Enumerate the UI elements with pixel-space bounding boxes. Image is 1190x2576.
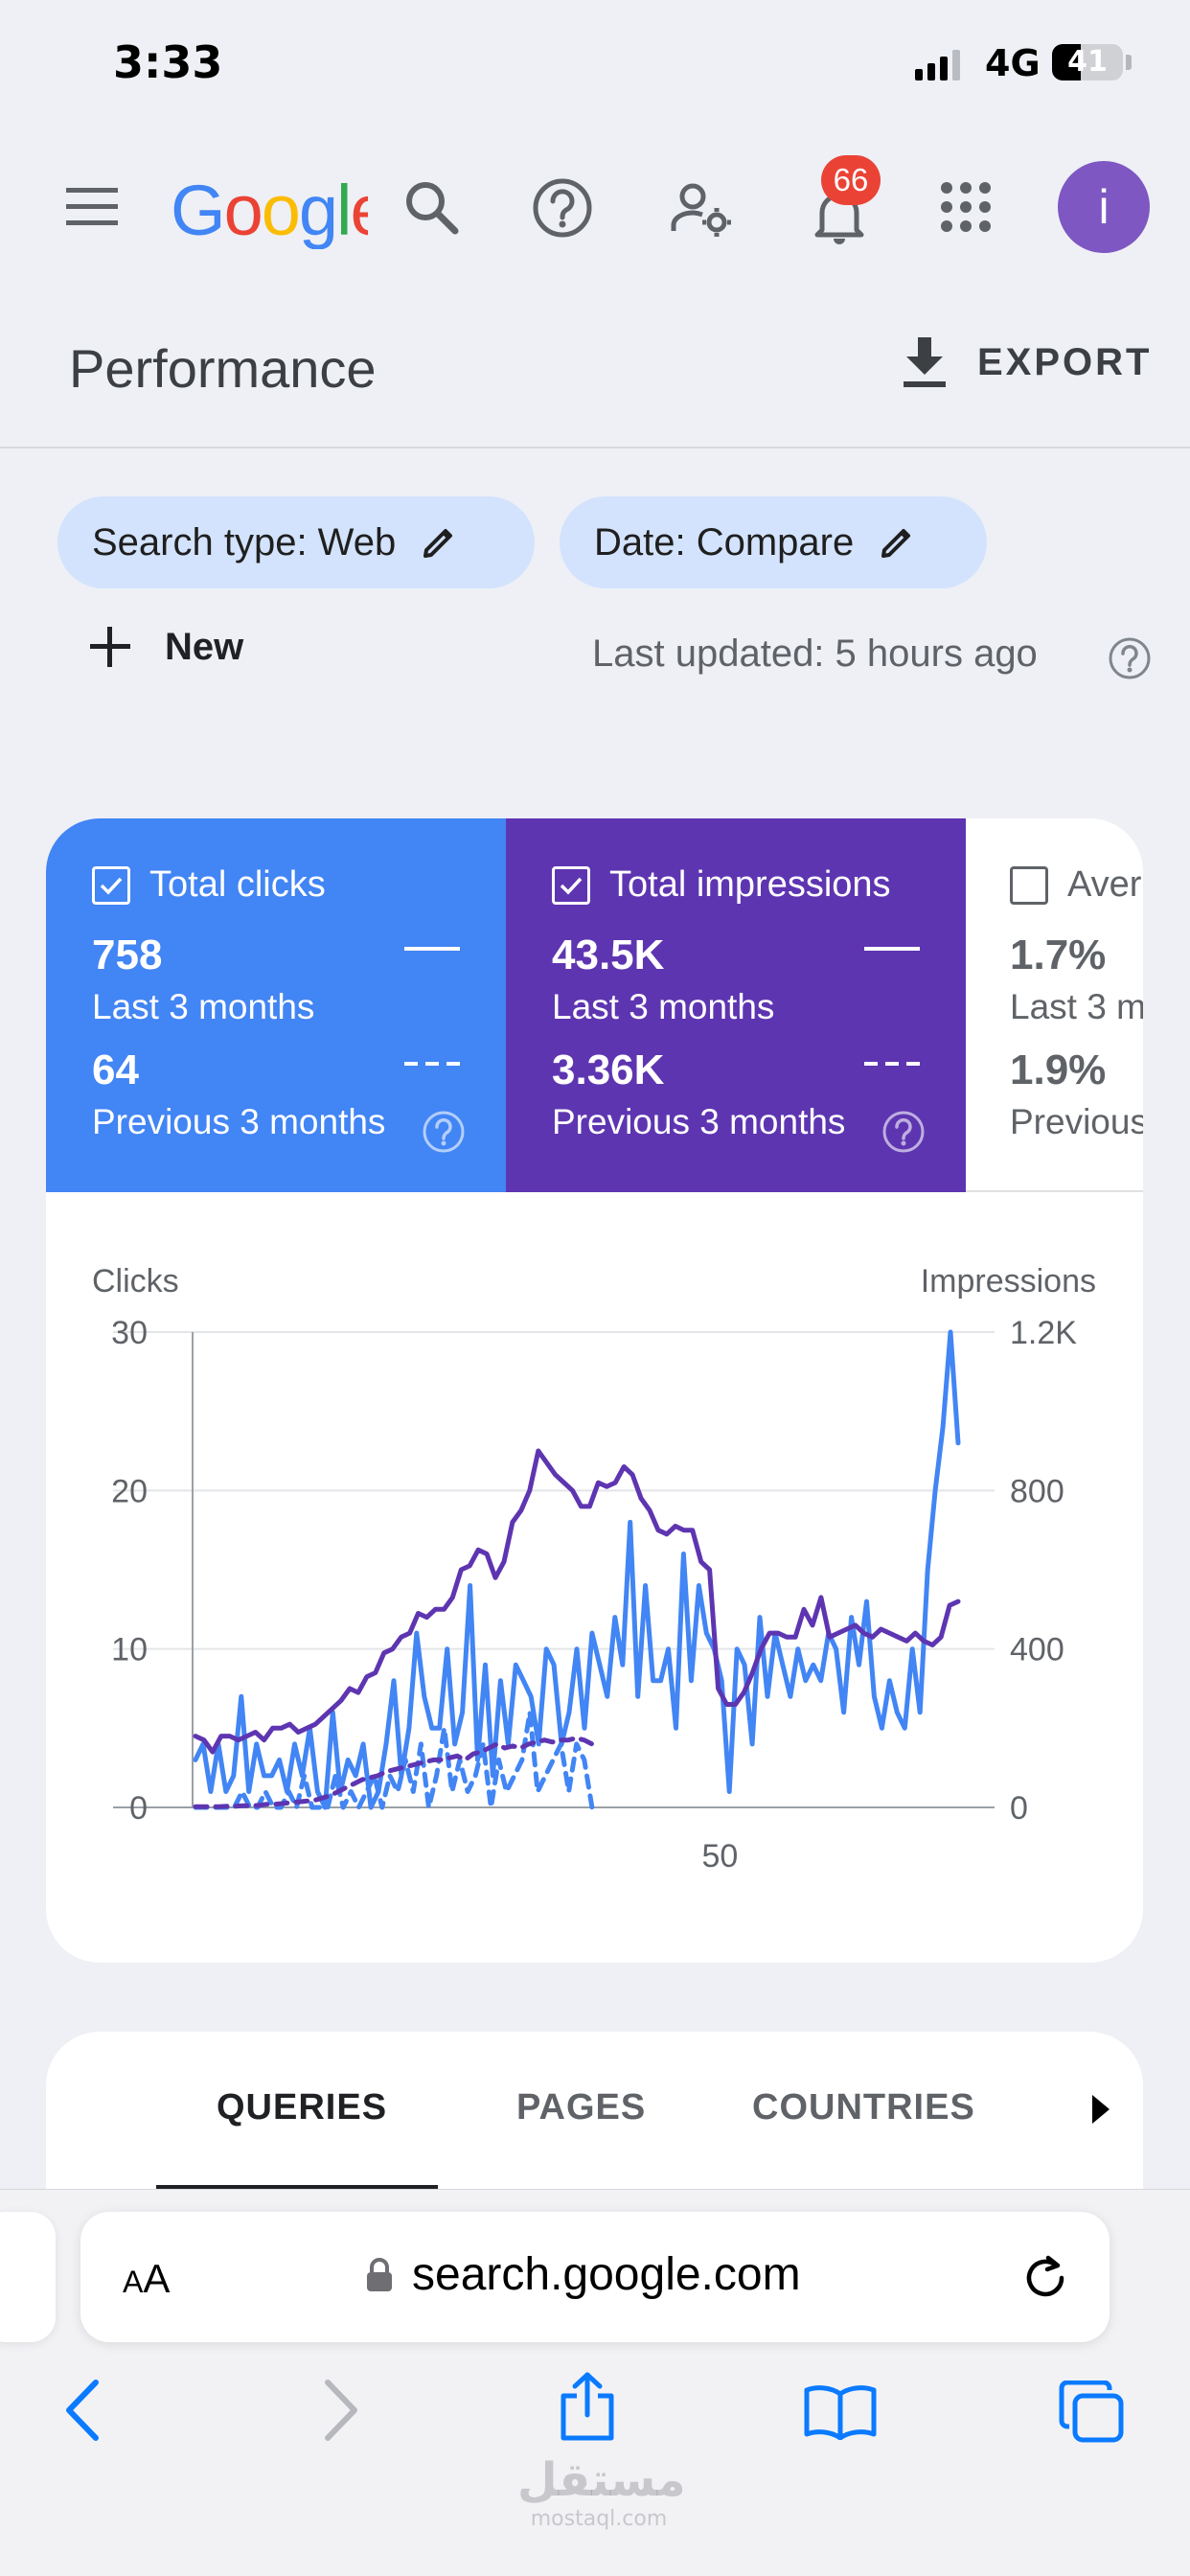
apps-icon[interactable] xyxy=(939,180,993,234)
aa-big: A xyxy=(143,2256,171,2301)
metric-help-icon[interactable] xyxy=(881,1110,926,1159)
back-icon[interactable] xyxy=(63,2379,102,2447)
battery-fill xyxy=(1052,44,1082,80)
battery-icon: 41 xyxy=(1052,44,1123,80)
battery-level: 41 xyxy=(1067,45,1108,79)
metric-tile-average-ctr[interactable]: Aver 1.7% Last 3 m 1.9% Previous xyxy=(966,818,1143,1192)
edit-pencil-icon xyxy=(881,529,911,558)
tabs-icon[interactable] xyxy=(1058,2380,1125,2449)
y-right-tick-label: 0 xyxy=(1010,1790,1028,1827)
tab-queries[interactable]: QUERIES xyxy=(217,2087,388,2128)
metric-previous-period: Previous 3 months xyxy=(92,1102,386,1141)
metric-previous-value: 3.36K xyxy=(552,1046,665,1093)
x-tick-label: 50 xyxy=(701,1838,738,1874)
reader-settings-button[interactable]: AA xyxy=(123,2256,170,2302)
share-icon[interactable] xyxy=(558,2371,617,2447)
search-type-filter-chip[interactable]: Search type: Web xyxy=(57,496,535,588)
previous-tab-preview[interactable] xyxy=(0,2212,56,2342)
address-bar[interactable] xyxy=(80,2212,1110,2342)
network-type: 4G xyxy=(985,42,1041,84)
watermark-arabic: مستقل xyxy=(517,2453,686,2507)
checkbox-checked-icon[interactable] xyxy=(552,865,590,905)
dashed-line-legend-icon xyxy=(404,1062,460,1066)
checkbox-unchecked-icon[interactable] xyxy=(1010,865,1048,905)
series-line-total-clicks-previous xyxy=(193,1710,595,1810)
status-time: 3:33 xyxy=(113,36,223,88)
series-line-total-clicks xyxy=(193,1329,961,1810)
y-right-tick-label: 1.2K xyxy=(1010,1315,1077,1351)
battery-cap xyxy=(1126,55,1132,70)
notification-badge: 66 xyxy=(821,155,881,205)
metric-current-period: Last 3 m xyxy=(1010,987,1143,1026)
header-divider xyxy=(0,447,1190,448)
cellular-signal-icon xyxy=(915,50,960,80)
series-line-total-impressions-previous xyxy=(193,1736,595,1809)
y-left-tick-label: 0 xyxy=(129,1790,148,1827)
solid-line-legend-icon xyxy=(404,947,460,951)
date-filter-chip[interactable]: Date: Compare xyxy=(560,496,987,588)
last-updated-text: Last updated: 5 hours ago xyxy=(592,632,1038,675)
metric-label: Aver xyxy=(1067,864,1142,905)
menu-icon[interactable] xyxy=(63,182,121,232)
metric-current-value: 43.5K xyxy=(552,932,665,978)
metric-current-period: Last 3 months xyxy=(552,987,775,1026)
tab-pages[interactable]: PAGES xyxy=(516,2087,647,2128)
aa-small: A xyxy=(123,2265,144,2299)
scroll-tabs-right-icon[interactable] xyxy=(1092,2095,1110,2124)
y-axis-right-label: Impressions xyxy=(921,1263,1096,1300)
search-icon[interactable] xyxy=(400,176,462,238)
help-icon[interactable] xyxy=(531,176,594,240)
account-avatar[interactable]: i xyxy=(1058,161,1150,253)
search-type-chip-label: Search type: Web xyxy=(92,520,397,564)
dashed-line-legend-icon xyxy=(864,1062,920,1066)
metric-tile-impressions[interactable]: Total impressions 43.5K Last 3 months 3.… xyxy=(506,818,966,1192)
watermark-latin: mostaql.com xyxy=(530,2507,668,2531)
watermark: مستقل mostaql.com xyxy=(517,2453,686,2531)
y-left-tick-label: 10 xyxy=(111,1632,148,1668)
page-title: Performance xyxy=(69,338,377,399)
y-right-tick-label: 800 xyxy=(1010,1473,1064,1509)
active-tab-indicator xyxy=(156,2185,438,2189)
google-logo[interactable]: Google xyxy=(171,172,368,249)
download-icon xyxy=(904,337,946,387)
plus-icon xyxy=(90,627,130,667)
last-updated-help-icon[interactable] xyxy=(1108,636,1152,685)
forward-icon[interactable] xyxy=(322,2379,360,2447)
bookmarks-icon[interactable] xyxy=(803,2384,878,2445)
performance-chart[interactable]: Clicks Impressions 0 0 10 400 20 800 30 1.2K 50 xyxy=(46,818,1143,1963)
checkbox-checked-icon[interactable] xyxy=(92,865,130,905)
url-display[interactable]: search.google.com xyxy=(366,2248,801,2301)
reload-icon[interactable] xyxy=(1019,2252,1071,2309)
lock-icon xyxy=(367,2257,392,2291)
y-right-tick-label: 400 xyxy=(1010,1632,1064,1668)
solid-line-legend-icon xyxy=(864,947,920,951)
metric-label: Total impressions xyxy=(609,864,891,905)
export-label: EXPORT xyxy=(977,340,1153,383)
new-filter-button[interactable]: New xyxy=(88,625,243,669)
y-axis-left-label: Clicks xyxy=(92,1263,179,1300)
metric-current-value: 1.7% xyxy=(1010,932,1107,978)
series-line-total-impressions xyxy=(193,1448,961,1755)
new-filter-label: New xyxy=(165,625,244,668)
metric-previous-value: 1.9% xyxy=(1010,1046,1107,1093)
y-left-tick-label: 20 xyxy=(111,1473,148,1509)
date-chip-label: Date: Compare xyxy=(594,520,855,564)
metric-help-icon[interactable] xyxy=(422,1110,466,1159)
metric-tile-clicks[interactable]: Total clicks 758 Last 3 months 64 Previo… xyxy=(46,818,506,1192)
tab-countries[interactable]: COUNTRIES xyxy=(752,2087,975,2128)
performance-card: Total clicks 758 Last 3 months 64 Previo… xyxy=(46,818,1143,1963)
metric-current-period: Last 3 months xyxy=(92,987,315,1026)
metric-label: Total clicks xyxy=(149,864,326,905)
export-button[interactable]: EXPORT xyxy=(901,335,1152,389)
status-bar: 3:33 4G 41 xyxy=(0,0,1190,134)
metric-previous-value: 64 xyxy=(92,1046,139,1093)
edit-pencil-icon xyxy=(423,529,453,558)
metric-previous-period: Previous 3 months xyxy=(552,1102,846,1141)
metric-current-value: 758 xyxy=(92,932,163,978)
manage-users-icon[interactable] xyxy=(669,178,734,240)
y-left-tick-label: 30 xyxy=(111,1315,148,1351)
url-text: search.google.com xyxy=(412,2249,801,2300)
metric-previous-period: Previous xyxy=(1010,1102,1143,1141)
